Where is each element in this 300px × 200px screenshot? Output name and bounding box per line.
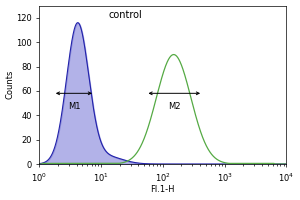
Text: control: control [109,10,142,20]
Text: M1: M1 [68,102,80,111]
Y-axis label: Counts: Counts [6,70,15,99]
X-axis label: Fl.1-H: Fl.1-H [151,185,175,194]
Text: M2: M2 [168,102,181,111]
